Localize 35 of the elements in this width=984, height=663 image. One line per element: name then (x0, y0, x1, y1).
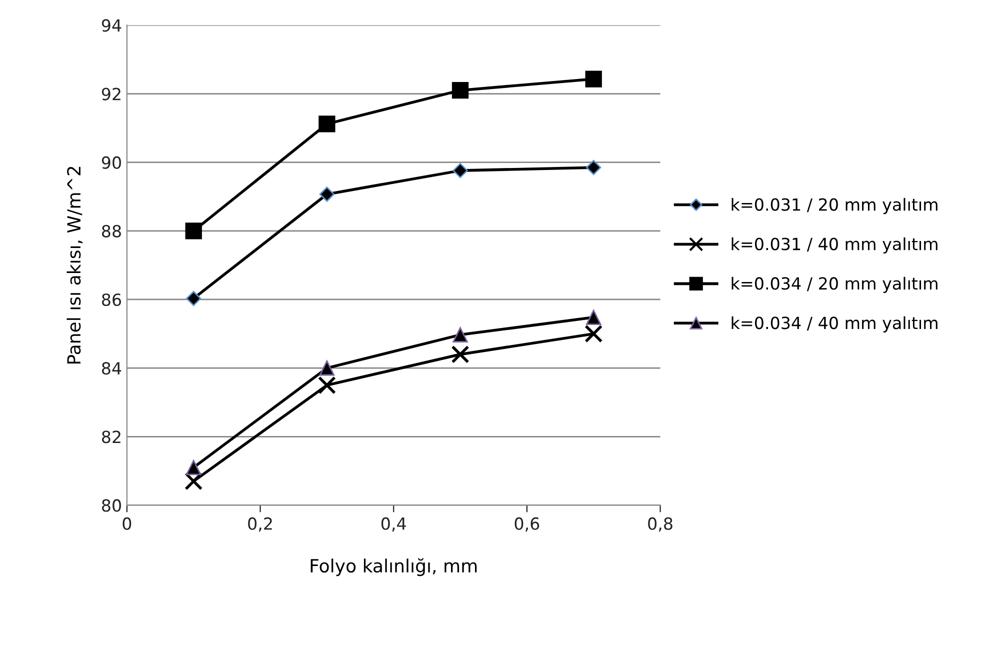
x-axis-title: Folyo kalınlığı, mm (310, 558, 477, 576)
y-tick-label: 88 (102, 224, 121, 238)
y-tick-label: 82 (102, 430, 120, 444)
y-tick-label: 92 (102, 88, 120, 100)
point (452, 163, 468, 178)
point (586, 310, 602, 325)
x-tick-label: 0,2 (248, 517, 272, 532)
x-tick-label: 0,4 (381, 517, 406, 532)
legend-label: k=0.034 / 40 mm yalıtım (732, 316, 938, 332)
point (319, 360, 335, 376)
point (452, 327, 468, 342)
point (452, 82, 469, 99)
y-tick-label: 90 (102, 156, 121, 169)
x-tick-label: 0,8 (648, 517, 672, 532)
point (185, 222, 202, 240)
legend-label: k=0.031 / 20 mm yalıtım (732, 198, 938, 214)
y-tick-label: 86 (102, 293, 122, 306)
x-tick-label: 0 (122, 517, 132, 530)
legend-label: k=0.034 / 20 mm yalıtım (732, 276, 938, 293)
point (318, 376, 336, 394)
y-tick-label: 84 (102, 362, 122, 375)
point (186, 290, 202, 306)
y-axis-title: Panel ısı akısı, W/m^2 (66, 166, 83, 364)
point (186, 460, 202, 476)
point (319, 186, 335, 202)
y-tick-label: 80 (102, 499, 121, 512)
point (585, 70, 602, 88)
point (184, 472, 203, 490)
y-tick-label: 94 (102, 19, 122, 32)
point (584, 324, 603, 343)
x-tick-label: 0,6 (514, 517, 540, 532)
point (451, 345, 470, 364)
point (586, 160, 602, 176)
legend-label: k=0.031 / 40 mm yalıtım (732, 237, 938, 254)
point (318, 116, 336, 132)
